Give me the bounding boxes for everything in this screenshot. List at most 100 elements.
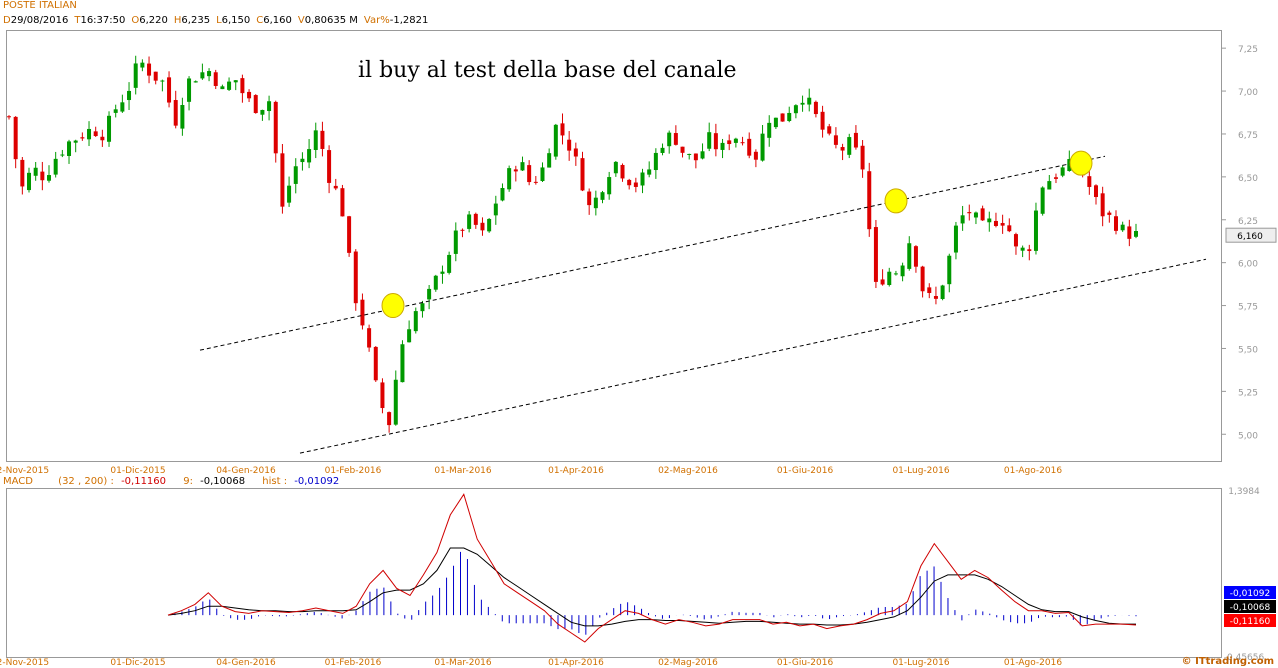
candle-body — [1013, 234, 1018, 247]
candle-body — [200, 72, 205, 79]
candle-body — [780, 113, 785, 122]
candle-body — [627, 179, 632, 186]
candle-body — [747, 138, 752, 156]
candle-body — [353, 251, 358, 304]
candle-body — [920, 266, 925, 292]
candle-body — [620, 164, 625, 179]
candle-body — [1060, 167, 1065, 176]
candle-body — [827, 126, 832, 134]
candle-body — [1047, 181, 1052, 190]
candle-body — [940, 285, 945, 299]
y-tick-label: 5,50 — [1238, 345, 1258, 355]
candle-body — [547, 153, 552, 168]
last-price-badge — [1225, 227, 1277, 243]
x-tick-label: 01-Giu-2016 — [777, 658, 834, 668]
candle-body — [633, 182, 638, 187]
candle-body — [853, 132, 858, 148]
field-key: O — [131, 15, 140, 26]
candle-body — [793, 105, 798, 114]
candle-body — [320, 130, 325, 149]
candle-body — [367, 328, 372, 348]
macd-y-tick-label: 1,3984 — [1228, 487, 1260, 497]
field-key: Var% — [363, 15, 390, 26]
candle-body — [900, 265, 905, 277]
candle-body — [407, 329, 412, 343]
candle-body — [327, 150, 332, 183]
candle-body — [100, 136, 105, 141]
candle-body — [27, 172, 32, 191]
x-tick-label: 01-Ago-2016 — [1004, 658, 1062, 668]
field-key: V — [297, 15, 305, 26]
candle-body — [1020, 247, 1025, 251]
candle-body — [960, 215, 965, 224]
candle-body — [13, 116, 18, 160]
candle-body — [1107, 212, 1112, 215]
candle-body — [520, 162, 525, 171]
candle-body — [467, 214, 472, 229]
candle-body — [893, 273, 898, 275]
x-tick-label: 02-Mag-2016 — [658, 658, 718, 668]
field-value: 6,220 — [139, 15, 168, 26]
macd-signal-line — [167, 547, 1136, 627]
field-key: C — [256, 15, 264, 26]
candle-body — [247, 91, 252, 99]
candle-body — [1000, 223, 1005, 226]
candle-body — [667, 132, 672, 147]
candle-body — [513, 169, 518, 172]
candle-body — [73, 140, 78, 143]
candle-body — [1127, 226, 1132, 239]
y-tick-label: 7,00 — [1238, 88, 1258, 98]
candle-body — [387, 412, 392, 426]
candle-body — [340, 188, 345, 217]
field-key: T — [74, 15, 81, 26]
candle-body — [360, 299, 365, 326]
candle-body — [487, 218, 492, 232]
candle-body — [493, 203, 498, 216]
y-tick-label: 7,25 — [1238, 45, 1258, 55]
x-tick-label: 01-Apr-2016 — [548, 466, 604, 476]
candle-body — [607, 177, 612, 195]
candle-body — [20, 159, 25, 187]
x-tick-label: 01-Mar-2016 — [434, 466, 492, 476]
candle-body — [727, 140, 732, 145]
macd-value-label: -0,01092 — [1230, 589, 1270, 599]
macd-value-badge — [1224, 614, 1276, 627]
candle-body — [847, 137, 852, 155]
candle-body — [147, 63, 152, 76]
x-tick-label: 01-Lug-2016 — [892, 466, 949, 476]
macd-line — [167, 493, 1137, 643]
candle-body — [573, 148, 578, 157]
x-tick-label: 01-Mar-2016 — [434, 658, 492, 668]
candle-body — [987, 218, 992, 223]
x-tick-label: 01-Dic-2015 — [110, 466, 165, 476]
x-tick-label: 01-Apr-2016 — [548, 658, 604, 668]
candle-body — [933, 296, 938, 299]
candle-body — [700, 151, 705, 159]
candle-body — [140, 62, 145, 68]
candle-body — [313, 130, 318, 150]
candle-body — [440, 271, 445, 274]
candle-body — [1087, 176, 1092, 187]
candle-body — [500, 187, 505, 201]
candle-body — [740, 142, 745, 144]
candle-body — [580, 158, 585, 191]
candle-body — [707, 132, 712, 149]
x-tick-label: 04-Gen-2016 — [216, 466, 276, 476]
x-tick-label: 04-Gen-2016 — [216, 658, 276, 668]
candle-body — [1033, 210, 1038, 251]
candle-body — [507, 168, 512, 190]
candle-body — [307, 149, 312, 163]
candle-body — [207, 71, 212, 77]
candle-body — [473, 213, 478, 225]
x-tick-label: 02-Nov-2015 — [0, 466, 49, 476]
candle-body — [160, 80, 165, 82]
candle-body — [713, 133, 718, 150]
channel-lower-line — [299, 258, 1207, 454]
macd-panel — [6, 488, 1222, 658]
candle-body — [173, 100, 178, 126]
candle-body — [1007, 225, 1012, 232]
candle-body — [867, 171, 872, 230]
candle-body — [87, 128, 92, 140]
candle-body — [233, 80, 238, 83]
